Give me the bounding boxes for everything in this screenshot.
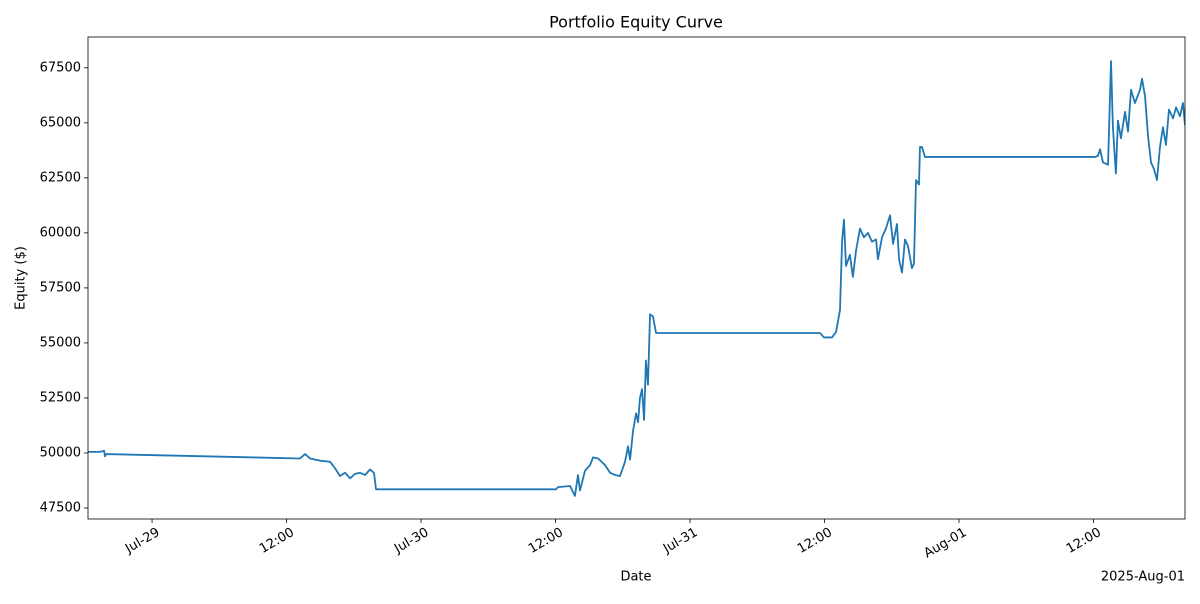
x-tick-label: 12:00 bbox=[257, 525, 297, 557]
y-tick-label: 62500 bbox=[40, 170, 81, 185]
x-tick-label: 12:00 bbox=[526, 525, 566, 557]
y-tick-label: 67500 bbox=[40, 60, 81, 75]
y-tick-label: 57500 bbox=[40, 280, 81, 295]
x-tick-label: 12:00 bbox=[795, 525, 835, 557]
chart-title: Portfolio Equity Curve bbox=[549, 13, 723, 32]
y-tick-label: 55000 bbox=[40, 335, 81, 350]
x-offset-label: 2025-Aug-01 bbox=[1101, 570, 1185, 585]
plot-frame bbox=[87, 36, 1186, 520]
x-tick-label: Jul-30 bbox=[391, 525, 431, 557]
y-tick-label: 50000 bbox=[40, 445, 81, 460]
x-tick-label: 12:00 bbox=[1064, 525, 1104, 557]
x-tick-label: Jul-29 bbox=[122, 525, 162, 557]
x-axis-label: Date bbox=[620, 570, 651, 585]
x-tick-label: Aug-01 bbox=[922, 525, 970, 561]
equity-line bbox=[88, 60, 1185, 497]
y-tick-label: 52500 bbox=[40, 390, 81, 405]
x-tick-label: Jul-31 bbox=[660, 525, 700, 557]
y-tick-label: 60000 bbox=[40, 225, 81, 240]
y-tick-label: 65000 bbox=[40, 115, 81, 130]
y-axis-label: Equity ($) bbox=[14, 246, 29, 310]
y-tick-label: 47500 bbox=[40, 500, 81, 515]
